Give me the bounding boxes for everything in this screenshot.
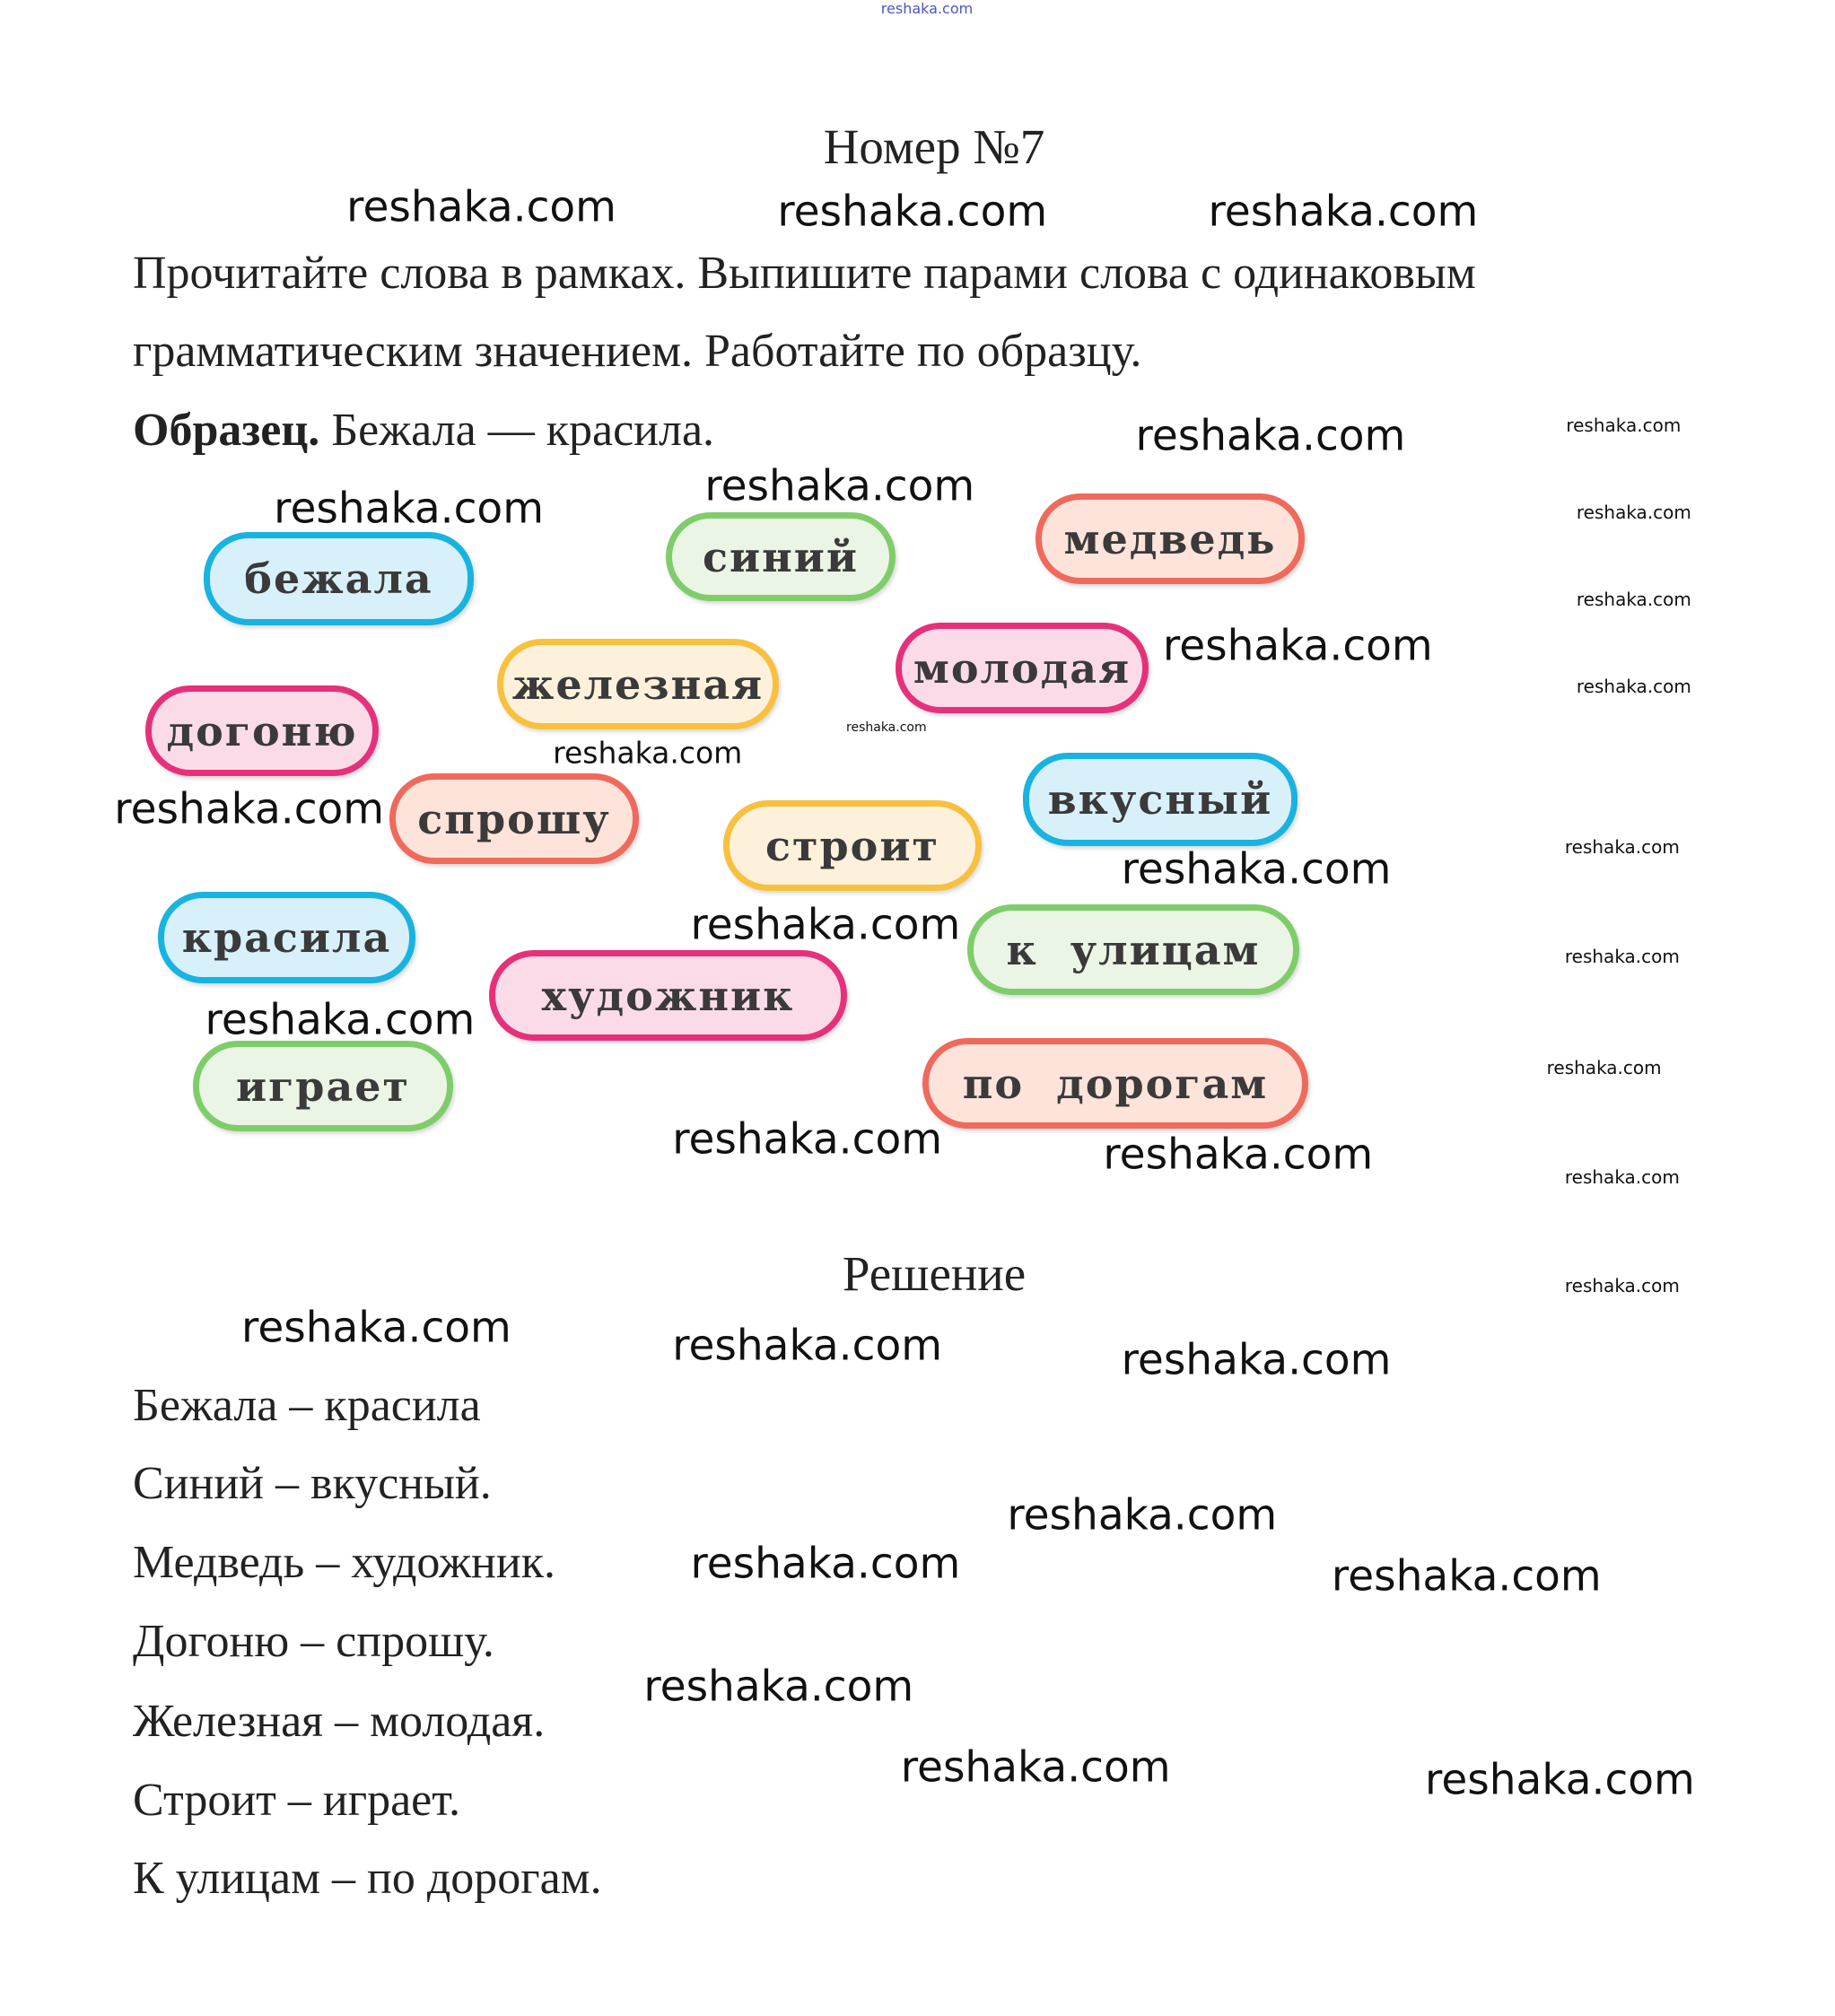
watermark: reshaka.com — [1576, 502, 1691, 524]
solution-line: Медведь – художник. — [133, 1537, 555, 1588]
sample-text: Бежала — красила. — [319, 405, 715, 456]
solution-line: Синий – вкусный. — [133, 1458, 492, 1509]
watermark: reshaka.com — [672, 1114, 942, 1165]
watermark: reshaka.com — [690, 900, 961, 950]
watermark: reshaka.com — [241, 1303, 511, 1353]
watermark: reshaka.com — [1576, 676, 1691, 698]
watermark: reshaka.com — [1121, 1335, 1392, 1385]
word-box: вкусный — [1023, 753, 1298, 846]
solution-line: К улицам – по дорогам. — [133, 1853, 602, 1904]
watermark: reshaka.com — [114, 784, 385, 834]
watermark: reshaka.com — [704, 461, 975, 511]
watermark: reshaka.com — [1564, 1165, 1680, 1188]
sample-label: Образец. — [133, 405, 320, 456]
watermark: reshaka.com — [274, 484, 544, 534]
watermark: reshaka.com — [777, 187, 1048, 237]
word-box: молодая — [896, 623, 1149, 713]
watermark: reshaka.com — [846, 720, 927, 736]
task-line-1: Прочитайте слова в рамках. Выпишите пара… — [133, 248, 1476, 299]
word-box: по дорогам — [922, 1038, 1308, 1129]
word-box: бежала — [204, 532, 474, 625]
word-box: строит — [723, 800, 982, 891]
solution-heading: Решение — [842, 1246, 1027, 1301]
watermark: reshaka.com — [1546, 1057, 1662, 1079]
watermark: reshaka.com — [690, 1539, 961, 1589]
watermark: reshaka.com — [1566, 415, 1682, 437]
word-box: красила — [158, 892, 415, 983]
watermark: reshaka.com — [900, 1742, 1171, 1793]
watermark: reshaka.com — [553, 735, 743, 771]
word-box: играет — [193, 1041, 453, 1131]
solution-line: Железная – молодая. — [133, 1696, 546, 1747]
sample-line: Образец. Бежала — красила. — [133, 404, 714, 457]
watermark: reshaka.com — [1425, 1755, 1695, 1805]
watermark: reshaka.com — [346, 182, 616, 232]
word-box: синий — [666, 512, 896, 601]
exercise-title: Номер №7 — [823, 119, 1045, 174]
word-box: к улицам — [967, 904, 1299, 995]
watermark: reshaka.com — [1564, 836, 1680, 859]
watermark: reshaka.com — [1007, 1490, 1278, 1540]
word-box: медведь — [1035, 493, 1305, 584]
watermark: reshaka.com — [1135, 411, 1406, 461]
watermark: reshaka.com — [1576, 589, 1691, 611]
watermark: reshaka.com — [1103, 1130, 1374, 1180]
watermark: reshaka.com — [1121, 844, 1392, 895]
watermark: reshaka.com — [1564, 945, 1680, 967]
watermark: reshaka.com — [205, 995, 476, 1045]
solution-line: Бежала – красила — [133, 1380, 481, 1431]
watermark: reshaka.com — [672, 1321, 942, 1371]
solution-line: Строит – играет. — [133, 1775, 461, 1826]
word-box: спрошу — [389, 773, 639, 864]
watermark: reshaka.com — [1331, 1551, 1602, 1601]
watermark: reshaka.com — [1208, 187, 1479, 237]
solution-line: Догоню – спрошу. — [133, 1616, 494, 1667]
watermark: reshaka.com — [1564, 1275, 1680, 1297]
word-box: художник — [489, 950, 847, 1041]
task-line-2: грамматическим значением. Работайте по о… — [133, 326, 1142, 377]
header-watermark: reshaka.com — [880, 0, 974, 17]
watermark: reshaka.com — [643, 1662, 914, 1712]
watermark: reshaka.com — [1162, 621, 1433, 671]
word-box: железная — [497, 639, 779, 729]
word-box: догоню — [145, 685, 379, 776]
